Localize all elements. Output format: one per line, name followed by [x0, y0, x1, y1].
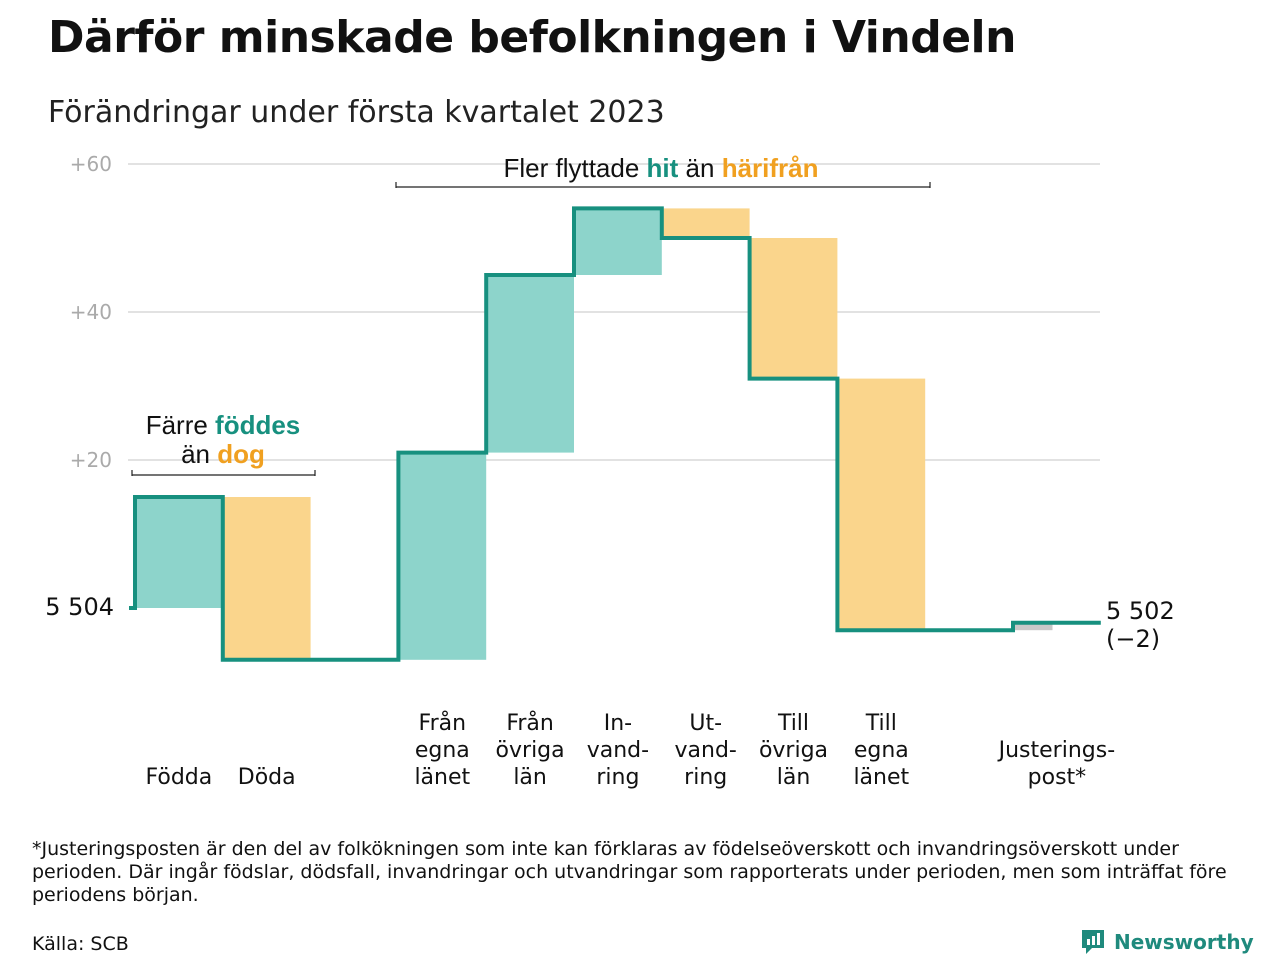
chart-title: Därför minskade befolkningen i Vindeln — [48, 12, 1016, 63]
y-tick-label: +20 — [70, 448, 112, 472]
category-label: Födda — [146, 765, 213, 790]
brand-name: Newsworthy — [1114, 930, 1254, 954]
source-note: Källa: SCB — [32, 933, 129, 955]
y-tick-label: +60 — [70, 152, 112, 176]
category-label: egna — [415, 738, 470, 763]
category-label: övriga — [759, 738, 828, 763]
bar — [486, 275, 574, 453]
end-value-label: 5 502 — [1106, 597, 1175, 625]
bar — [574, 208, 662, 275]
bar — [1013, 622, 1053, 631]
annotation-bracket — [131, 470, 316, 476]
annotation-part: Färre — [146, 410, 215, 440]
category-label: vand- — [587, 738, 649, 763]
category-label: länet — [414, 765, 470, 790]
category-label: Till — [865, 711, 897, 736]
label-layer: Födda DödaFrånegnalänetFrånövrigalänIn-va… — [45, 593, 1174, 790]
line-layer — [129, 206, 1101, 662]
category-label: ring — [596, 765, 639, 790]
category-label: Från — [419, 710, 467, 736]
bar — [135, 497, 223, 608]
category-label: Från — [506, 710, 554, 736]
category-label: län — [777, 765, 811, 790]
end-change-label: (−2) — [1106, 625, 1160, 653]
category-label: länet — [853, 765, 909, 790]
annotation-part: än — [678, 153, 721, 183]
footnote: *Justeringsposten är den del av folkökni… — [32, 838, 1227, 906]
annotation-part: hit — [647, 153, 679, 183]
bar — [661, 208, 750, 238]
newsworthy-logo-icon — [1082, 930, 1104, 954]
chart-subtitle: Förändringar under första kvartalet 2023 — [48, 95, 665, 130]
grid-layer: +20 +40 +60 — [70, 152, 1100, 472]
waterfall-chart: +20+40+60 Födda DödaFrånegnalänetFrånövri… — [45, 152, 1174, 790]
annotation-bracket — [395, 182, 931, 188]
annotation-births-deaths-line1: Färre föddes — [146, 410, 301, 440]
category-label: Döda — [238, 765, 296, 790]
cumulative-step-line — [129, 206, 1101, 662]
annotation-part: härifrån — [722, 153, 819, 183]
category-label: övriga — [496, 738, 565, 763]
y-tick-label: +40 — [70, 300, 112, 324]
category-label: Justerings- — [997, 738, 1116, 763]
bar — [837, 378, 926, 631]
bar — [222, 497, 311, 660]
annotation-part: föddes — [215, 410, 300, 440]
annotation-part: dog — [217, 439, 265, 469]
brand-logo[interactable]: Newsworthy — [1080, 928, 1254, 956]
category-label: egna — [854, 738, 909, 763]
category-label: vand- — [675, 738, 737, 763]
category-label: post* — [1028, 765, 1087, 790]
category-label: län — [513, 765, 547, 790]
annotation-migration: Fler flyttade hit än härifrån — [503, 153, 818, 183]
start-value-label: 5 504 — [45, 593, 114, 621]
annotation-part: än — [181, 439, 217, 469]
bar-layer — [135, 208, 1053, 660]
category-label: ring — [684, 765, 727, 790]
category-label: Ut- — [689, 711, 722, 736]
bar — [398, 452, 487, 660]
bar — [749, 238, 838, 379]
annotation-part: Fler flyttade — [503, 153, 646, 183]
annotation-births-deaths-line2: än dog — [181, 439, 265, 469]
category-label: In- — [604, 711, 632, 736]
category-label: Till — [777, 711, 809, 736]
